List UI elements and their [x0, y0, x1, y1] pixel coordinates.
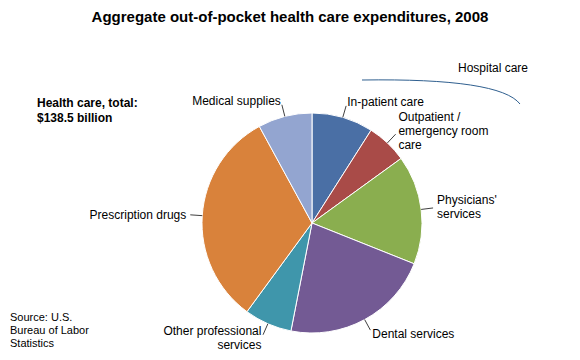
svg-text:Dental services: Dental services [372, 327, 454, 341]
svg-text:Health care, total:$138.5 bill: Health care, total:$138.5 billion [37, 96, 138, 125]
svg-text:Source: U.S.Bureau of LaborSta: Source: U.S.Bureau of LaborStatistics [10, 311, 89, 349]
svg-text:Prescription drugs: Prescription drugs [90, 208, 187, 222]
svg-text:Outpatient /emergency roomcare: Outpatient /emergency roomcare [398, 110, 488, 152]
svg-text:Medical supplies: Medical supplies [192, 94, 281, 108]
svg-text:Aggregate out-of-pocket health: Aggregate out-of-pocket health care expe… [92, 8, 489, 25]
svg-text:Physicians'services: Physicians'services [437, 193, 497, 221]
svg-text:Other professionalservices: Other professionalservices [163, 324, 261, 352]
svg-text:Hospital care: Hospital care [458, 61, 528, 75]
svg-text:In-patient care: In-patient care [347, 95, 424, 109]
